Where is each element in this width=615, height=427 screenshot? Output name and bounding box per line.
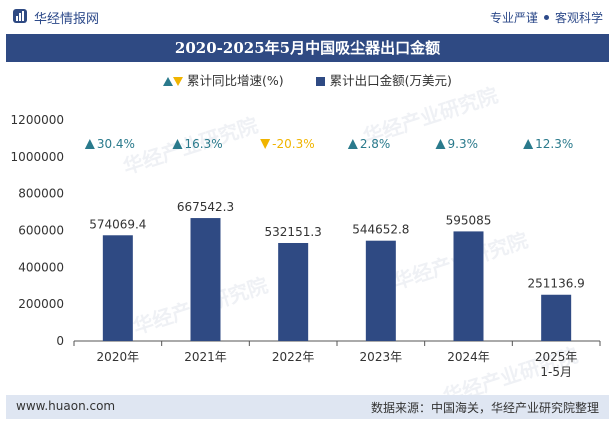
legend-item-growth: 累计同比增速(%) — [163, 70, 284, 89]
x-tick-label: 2022年 — [272, 350, 315, 364]
growth-up-marker — [435, 139, 446, 149]
y-tick-label: 1000000 — [11, 150, 64, 164]
growth-up-marker — [347, 139, 358, 149]
growth-rate-label: -20.3% — [272, 137, 314, 151]
growth-rate-label: 2.8% — [360, 137, 391, 151]
x-tick-label: 2025年 — [535, 350, 578, 364]
y-tick-label: 600000 — [18, 224, 64, 238]
bar — [453, 231, 484, 341]
bar — [190, 218, 221, 341]
y-tick-label: 200000 — [18, 297, 64, 311]
x-tick-label: 2020年 — [97, 350, 140, 364]
bar-value-label: 595085 — [446, 213, 492, 227]
title-bar: 2020-2025年5月中国吸尘器出口金额 — [6, 34, 609, 62]
x-tick-label: 1-5月 — [540, 365, 572, 379]
tagline: 专业严谨 客观科学 — [490, 9, 603, 26]
x-tick-label: 2021年 — [184, 350, 227, 364]
y-tick-label: 1200000 — [11, 113, 64, 127]
tagline-left: 专业严谨 — [489, 11, 538, 25]
bar — [365, 240, 396, 341]
footer-url: www.huaon.com — [16, 399, 116, 413]
bar-value-label: 574069.4 — [89, 217, 146, 231]
bar — [541, 294, 572, 341]
footer: www.huaon.com 数据来源：中国海关，华经产业研究院整理 — [6, 395, 609, 419]
bar — [102, 235, 133, 341]
bar-value-label: 251136.9 — [528, 277, 585, 291]
growth-up-marker — [523, 139, 534, 149]
y-tick-label: 400000 — [18, 260, 64, 274]
legend-label-export: 累计出口金额(万美元) — [329, 73, 452, 88]
x-tick-label: 2023年 — [360, 350, 403, 364]
footer-source: 数据来源：中国海关，华经产业研究院整理 — [370, 401, 599, 415]
tagline-right: 客观科学 — [554, 11, 603, 25]
triangle-up-icon — [163, 77, 174, 86]
growth-rate-label: 12.3% — [535, 137, 573, 151]
legend: 累计同比增速(%) 累计出口金额(万美元) — [0, 70, 615, 90]
top-bar: 华经情报网 专业严谨 客观科学 — [0, 0, 615, 34]
growth-down-marker — [260, 139, 271, 149]
growth-up-marker — [172, 139, 183, 149]
brand-name: 华经情报网 — [34, 12, 100, 27]
logo-icon — [13, 9, 27, 23]
bar-value-label: 532151.3 — [265, 225, 322, 239]
legend-label-growth: 累计同比增速(%) — [187, 73, 284, 88]
chart-title: 2020-2025年5月中国吸尘器出口金额 — [174, 39, 441, 57]
growth-rate-label: 16.3% — [185, 137, 223, 151]
growth-rate-label: 30.4% — [97, 137, 135, 151]
legend-item-export: 累计出口金额(万美元) — [315, 70, 452, 89]
tagline-dot-icon — [543, 15, 549, 20]
growth-up-marker — [84, 139, 95, 149]
growth-rate-label: 9.3% — [448, 137, 479, 151]
x-tick-label: 2024年 — [447, 350, 490, 364]
bar — [278, 242, 309, 341]
bar-value-label: 667542.3 — [177, 200, 234, 214]
y-tick-label: 800000 — [18, 187, 64, 201]
bar-swatch-icon — [315, 77, 325, 86]
bar-value-label: 544652.8 — [352, 223, 409, 237]
triangle-down-icon — [173, 77, 184, 86]
y-tick-label: 0 — [56, 334, 64, 348]
